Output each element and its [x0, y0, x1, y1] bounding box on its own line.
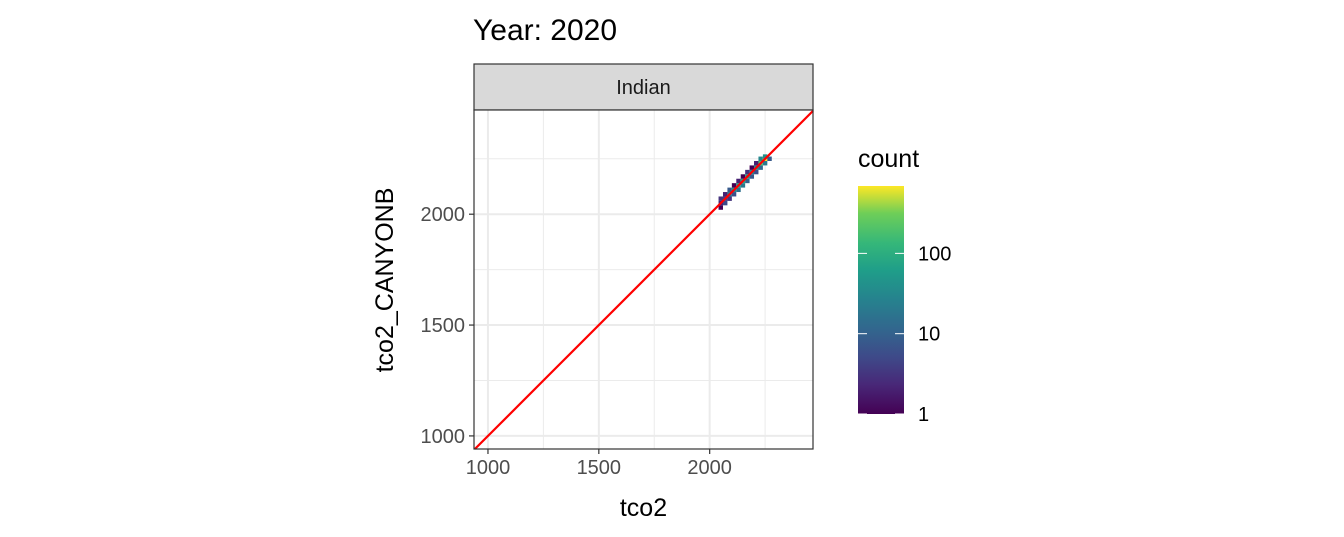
legend-ticks: 1 10 100: [858, 243, 951, 426]
legend-tick-label: 100: [918, 243, 951, 265]
panel-border: [473, 109, 814, 450]
y-tick-label: 1500: [421, 315, 466, 337]
x-axis: 1000 1500 2000: [466, 449, 732, 479]
y-tick-label: 1000: [421, 426, 466, 448]
bin-tile: [722, 192, 728, 197]
chart-title: Year: 2020: [473, 14, 617, 47]
bin-tile: [727, 187, 732, 193]
bin-tile: [718, 205, 723, 210]
legend-colorbar: [858, 186, 904, 414]
bin-tile: [740, 174, 746, 179]
x-axis-label: tco2: [620, 494, 667, 522]
bin-tile: [722, 200, 728, 206]
bin-tile: [731, 183, 737, 188]
legend-tick-label: 10: [918, 324, 940, 346]
bin-tile: [740, 183, 746, 188]
bin-tile: [731, 192, 737, 197]
facet-label: Indian: [616, 77, 671, 99]
bin-tile: [758, 156, 763, 161]
facet-strip: [473, 63, 814, 111]
bin-tile: [762, 160, 768, 166]
bin-tile: [758, 165, 763, 170]
bin-tile: [754, 169, 759, 175]
bin-tile: [718, 196, 723, 201]
x-tick-label: 1500: [577, 457, 622, 479]
bin-tile: [736, 178, 741, 184]
legend-title: count: [858, 145, 919, 173]
bin-tile: [736, 187, 741, 193]
y-tick-label: 2000: [421, 204, 466, 226]
identity-line: [474, 110, 814, 450]
bin-tile: [762, 154, 768, 159]
y-axis: 1000 1500 2000: [421, 204, 474, 448]
y-axis-label: tco2_CANYONB: [371, 188, 399, 373]
bin-tile: [754, 160, 759, 166]
bin-tile: [745, 169, 750, 175]
x-tick-label: 1000: [466, 457, 511, 479]
x-tick-label: 2000: [687, 457, 732, 479]
bin-tile: [745, 178, 750, 184]
gridlines: [474, 110, 813, 449]
bin-tile: [767, 156, 772, 161]
legend-tick-label: 1: [918, 404, 929, 426]
bin-tile: [749, 174, 755, 179]
bin-tile: [749, 165, 755, 170]
bin-tile: [727, 196, 732, 201]
